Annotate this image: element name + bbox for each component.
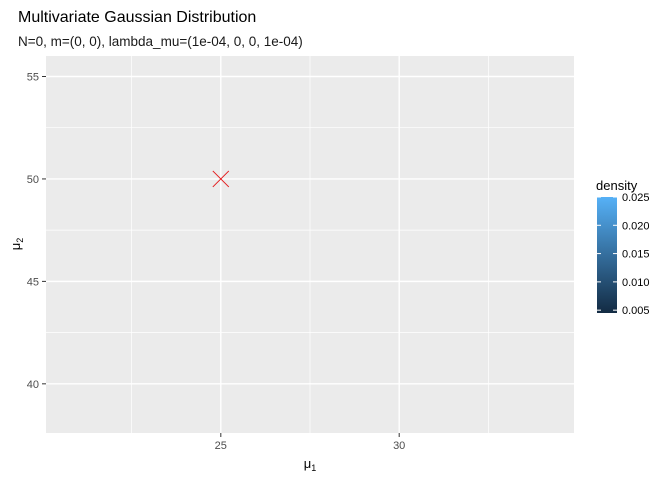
legend-ticks: 0.005 0.010 0.015 0.020 0.025 xyxy=(597,192,650,317)
legend-tick-label: 0.005 xyxy=(622,305,650,317)
x-tick-label: 30 xyxy=(393,440,405,452)
legend-title: density xyxy=(596,178,638,193)
y-tick-label: 55 xyxy=(27,71,39,83)
legend: density 0.005 0.010 0.015 0.020 0.025 xyxy=(596,178,650,317)
legend-tick-label: 0.010 xyxy=(622,277,650,289)
legend-tick-label: 0.015 xyxy=(622,249,650,261)
plot-panel xyxy=(46,56,574,433)
legend-tick-label: 0.025 xyxy=(622,192,650,204)
x-axis-title-main: μ xyxy=(304,456,312,471)
y-axis-title-main: μ xyxy=(8,243,23,251)
marker-stroke xyxy=(212,170,230,188)
x-axis: 25 30 xyxy=(215,433,405,452)
chart-title: Multivariate Gaussian Distribution xyxy=(18,9,256,26)
y-axis-title-subscript: 2 xyxy=(15,238,25,243)
y-tick-label: 45 xyxy=(27,276,39,288)
chart-subtitle: N=0, m=(0, 0), lambda_mu=(1e-04, 0, 0, 1… xyxy=(18,34,303,49)
major-grid xyxy=(46,56,574,433)
y-axis: 40 45 50 55 xyxy=(27,71,46,391)
legend-colorbar xyxy=(597,197,617,313)
legend-tick-label: 0.020 xyxy=(622,220,650,232)
x-axis-title: μ1 xyxy=(304,456,317,473)
points-layer xyxy=(212,170,230,188)
y-axis-title: μ2 xyxy=(8,238,25,251)
y-tick-label: 50 xyxy=(27,174,39,186)
x-axis-title-subscript: 1 xyxy=(311,463,316,473)
x-tick-label: 25 xyxy=(215,440,227,452)
y-tick-label: 40 xyxy=(27,379,39,391)
minor-grid xyxy=(46,56,574,433)
data-point-marker xyxy=(212,170,230,188)
